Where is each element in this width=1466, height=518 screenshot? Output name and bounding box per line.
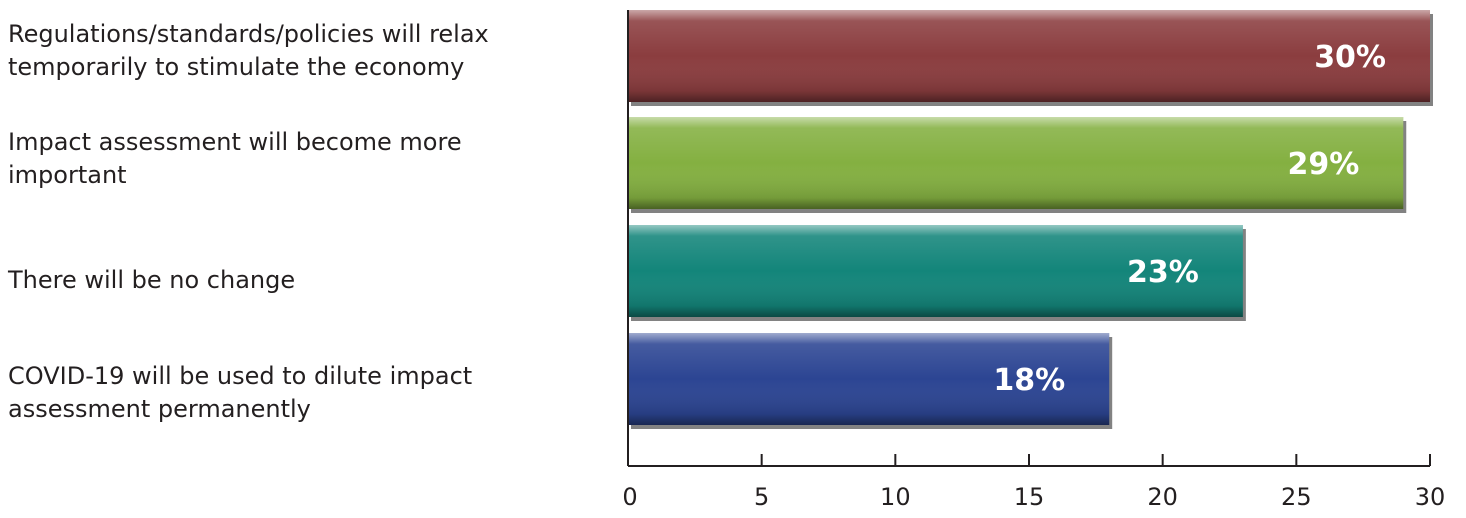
x-tick-label: 20 (1147, 483, 1178, 511)
category-label: Regulations/standards/policies will rela… (8, 18, 568, 84)
x-tick-label: 0 (622, 483, 637, 511)
category-label: Impact assessment will become more import… (8, 126, 568, 192)
category-label: There will be no change (8, 264, 568, 297)
x-tick-label: 25 (1281, 483, 1312, 511)
x-axis: 0 5 10 15 20 25 30 (622, 10, 1445, 511)
category-label-line: There will be no change (8, 266, 296, 294)
bars-group: 30% 29% 23% 18% (628, 10, 1433, 429)
bar-value-label: 18% (993, 363, 1065, 398)
bar-highlight (628, 333, 1110, 425)
category-label-line: Impact assessment will become more (8, 128, 462, 156)
bar-highlight (628, 117, 1404, 209)
x-tick-label: 10 (880, 483, 911, 511)
x-tick-label: 30 (1415, 483, 1446, 511)
x-tick-label: 15 (1014, 483, 1045, 511)
bar-highlight (628, 10, 1430, 102)
bar-value-label: 23% (1127, 255, 1199, 290)
category-label: COVID-19 will be used to dilute impact as… (8, 360, 568, 426)
category-label-line: important (8, 161, 127, 189)
category-label-line: temporarily to stimulate the economy (8, 53, 465, 81)
bar-highlight (628, 225, 1243, 317)
category-label-line: Regulations/standards/policies will rela… (8, 20, 489, 48)
bar-value-label: 29% (1287, 147, 1359, 182)
x-tick-label: 5 (754, 483, 769, 511)
category-label-line: COVID-19 will be used to dilute impact (8, 362, 473, 390)
bar-value-label: 30% (1314, 40, 1386, 75)
category-label-line: assessment permanently (8, 395, 311, 423)
